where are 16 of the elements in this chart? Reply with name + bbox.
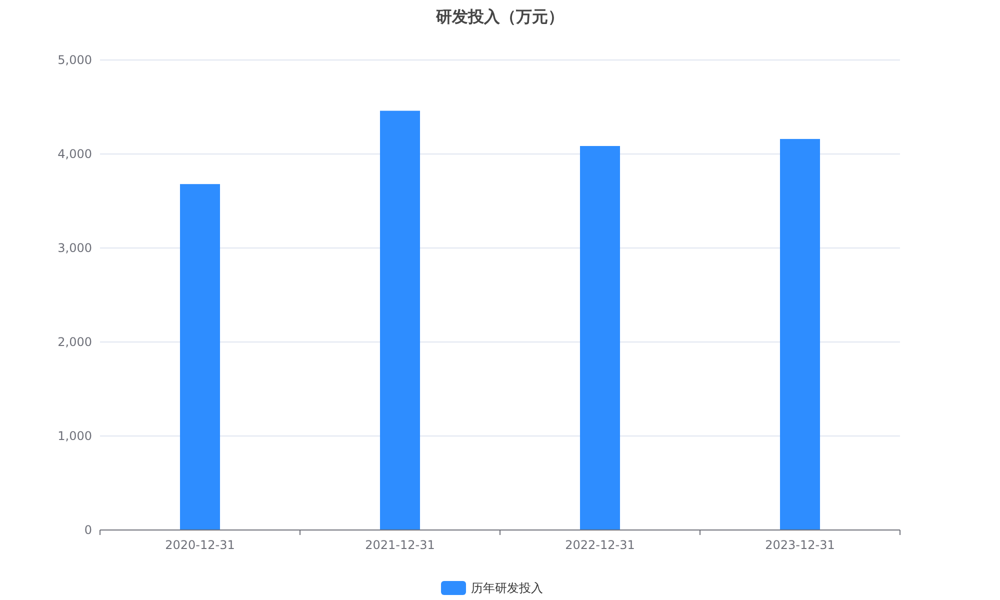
bar	[380, 110, 420, 530]
bar	[580, 146, 620, 530]
x-tick-label: 2020-12-31	[165, 538, 235, 552]
y-tick-label: 3,000	[58, 241, 92, 255]
y-tick-label: 1,000	[58, 429, 92, 443]
y-tick-label: 5,000	[58, 53, 92, 67]
y-tick-label: 0	[84, 523, 92, 537]
x-tick-label: 2023-12-31	[765, 538, 835, 552]
bar	[780, 138, 820, 530]
chart-title: 研发投入（万元）	[435, 7, 564, 26]
legend-label: 历年研发投入	[471, 581, 543, 595]
x-tick-label: 2021-12-31	[365, 538, 435, 552]
y-tick-label: 4,000	[58, 147, 92, 161]
x-tick-label: 2022-12-31	[565, 538, 635, 552]
y-tick-label: 2,000	[58, 335, 92, 349]
bar	[180, 184, 220, 530]
